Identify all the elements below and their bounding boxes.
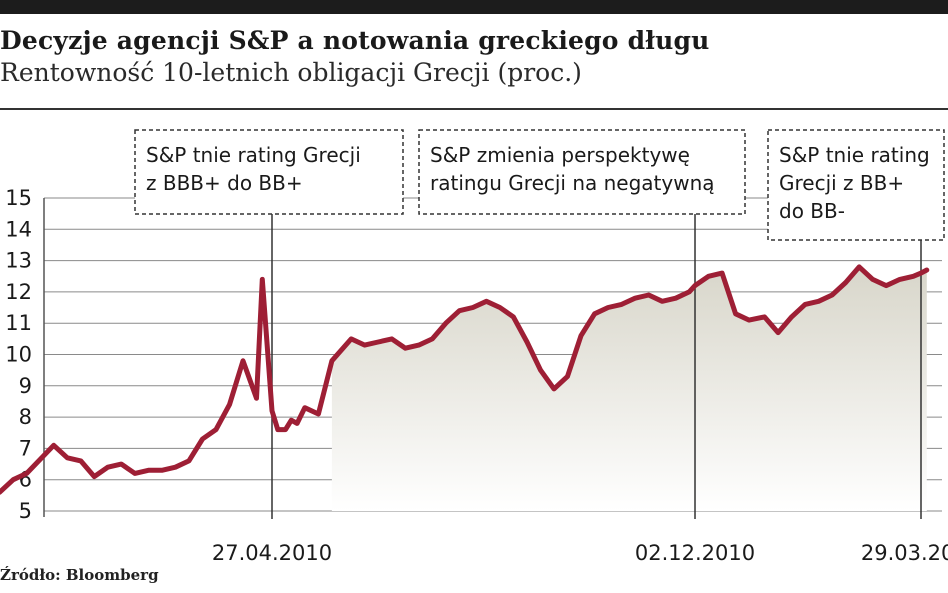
header-rule (0, 108, 948, 110)
annotation-text: z BBB+ do BB+ (146, 171, 303, 195)
chart-title: Decyzje agencji S&P a notowania greckieg… (0, 26, 710, 55)
source-credit: Źródło: Bloomberg (0, 566, 159, 584)
y-tick-label: 9 (19, 374, 32, 398)
y-tick-label: 14 (5, 217, 32, 241)
annotation-text: do BB- (779, 199, 845, 223)
annotation-text: Grecji z BB+ (779, 171, 904, 195)
annotation-text: S&P zmienia perspektywę (430, 143, 690, 167)
y-tick-label: 12 (5, 280, 32, 304)
y-tick-label: 7 (19, 436, 32, 460)
yield-series-line (0, 264, 930, 495)
y-tick-label: 10 (5, 343, 32, 367)
y-tick-label: 15 (5, 186, 32, 210)
x-tick-label: 02.12.2010 (635, 541, 755, 565)
top-bar (0, 0, 948, 14)
chart-subtitle: Rentowność 10-letnich obligacji Grecji (… (0, 58, 582, 87)
annotation-text: S&P tnie rating Grecji (146, 143, 361, 167)
annotation-box-3 (767, 129, 945, 241)
x-tick-label: 27.04.2010 (212, 541, 332, 565)
y-tick-label: 13 (5, 249, 32, 273)
x-tick-label: 29.03.2011 (861, 541, 948, 565)
y-tick-label: 5 (19, 499, 32, 523)
yield-area (331, 266, 927, 511)
annotation-box-1 (134, 129, 404, 215)
annotation-box-2 (418, 129, 746, 215)
y-tick-label: 8 (19, 405, 32, 429)
annotation-text: ratingu Grecji na negatywną (430, 171, 715, 195)
y-tick-label: 11 (5, 311, 32, 335)
annotation-text: S&P tnie rating (779, 143, 930, 167)
